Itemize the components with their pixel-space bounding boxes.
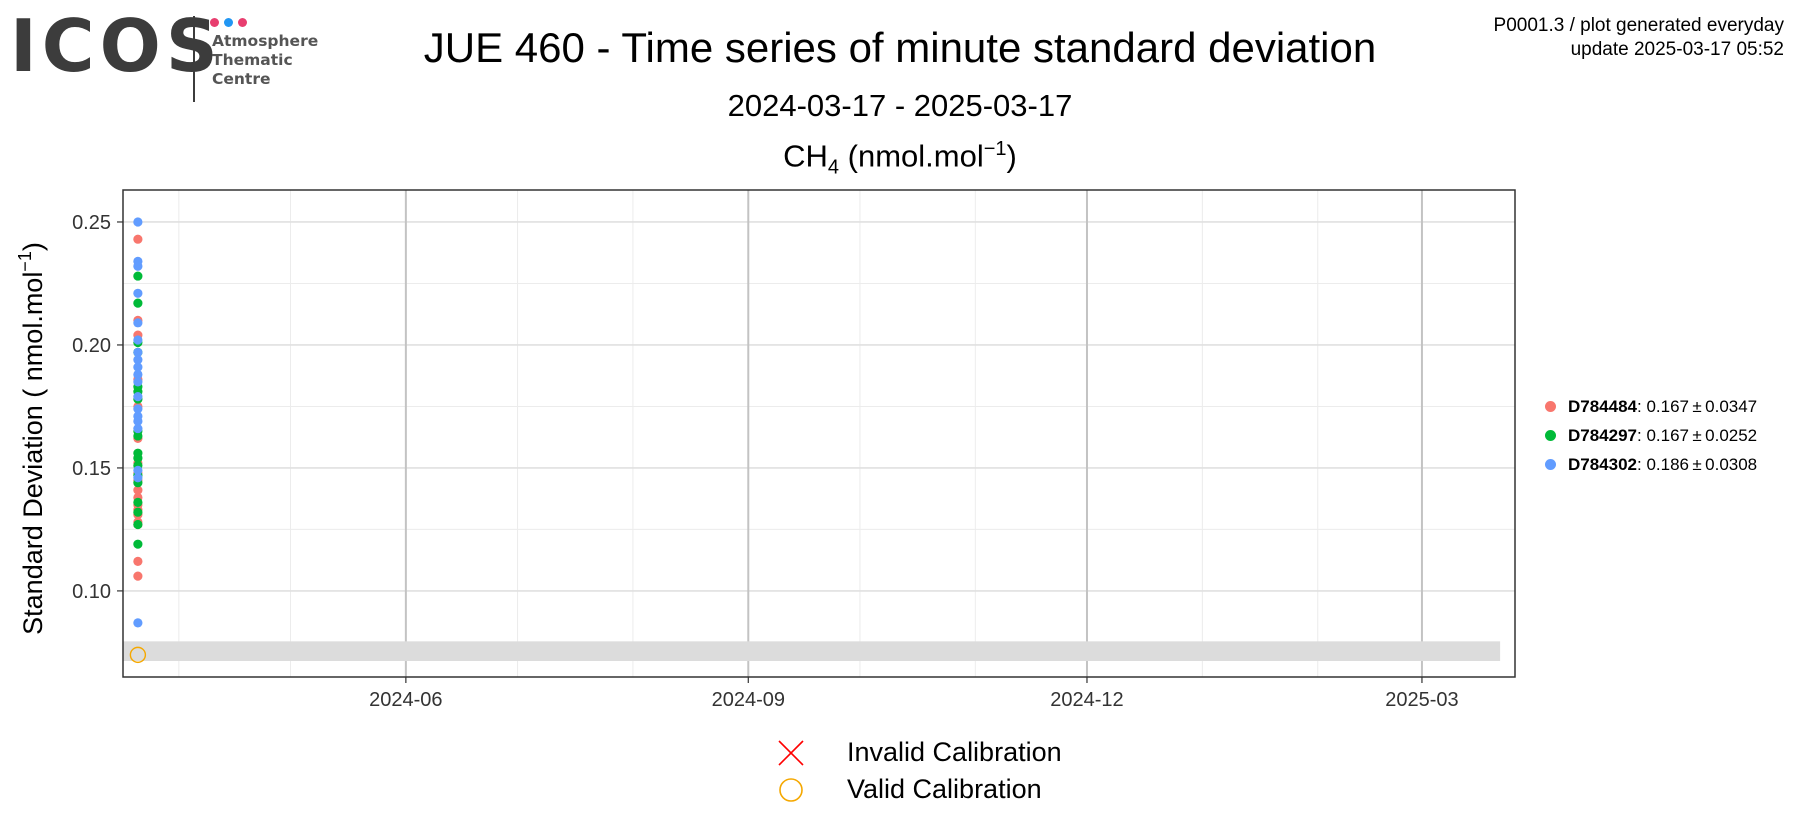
points-layer xyxy=(133,217,143,628)
data-point-D784302 xyxy=(133,618,143,628)
data-point-D784302 xyxy=(133,465,143,475)
y-tick-label: 0.10 xyxy=(72,581,111,603)
y-axis-label-sup: −1 xyxy=(15,251,35,272)
legend-swatch-2 xyxy=(1545,430,1556,441)
logo-subtitle: Atmosphere Thematic Centre xyxy=(212,32,318,89)
valid-calibration-circle-icon xyxy=(779,777,803,802)
legend-item-2: D784297: 0.167 ± 0.0252 xyxy=(1545,421,1757,450)
panel-unit-prefix: (nmol.mol xyxy=(839,138,984,174)
data-point-D784297 xyxy=(133,507,143,517)
data-point-D784297 xyxy=(133,453,143,463)
data-point-D784297 xyxy=(133,271,143,281)
logo-dot-1 xyxy=(210,18,219,27)
data-point-D784297 xyxy=(133,497,143,507)
legend-summary-2: : 0.167 ± 0.0252 xyxy=(1637,425,1758,445)
data-point-D784302 xyxy=(133,423,143,434)
icos-logo-wordmark: ICOS xyxy=(10,4,223,88)
valid-calibration-item: Valid Calibration xyxy=(775,771,1062,808)
panel-species: CH xyxy=(783,138,828,174)
chart-title: JUE 460 - Time series of minute standard… xyxy=(423,24,1377,71)
x-tick-label: 2024-06 xyxy=(369,689,442,711)
logo-subtitle-line-2: Thematic xyxy=(212,51,293,69)
legend-summary-3: : 0.186 ± 0.0308 xyxy=(1637,454,1758,474)
data-point-D784302 xyxy=(133,217,143,227)
data-point-D784302 xyxy=(133,369,143,380)
panel-unit-suffix: ) xyxy=(1006,138,1017,174)
logo-dot-2 xyxy=(224,18,233,27)
data-point-D784297 xyxy=(133,298,143,308)
panel-species-subscript: 4 xyxy=(827,156,840,179)
valid-calibration-marker xyxy=(129,646,147,664)
legend-swatch-1 xyxy=(1545,401,1556,412)
logo-dots xyxy=(210,14,252,32)
data-point-D784302 xyxy=(133,392,143,402)
chart-date-range: 2024-03-17 - 2025-03-17 xyxy=(727,88,1073,123)
y-tick-label: 0.20 xyxy=(72,335,111,357)
data-point-D784297 xyxy=(133,539,143,549)
data-point-D784302 xyxy=(133,355,143,365)
data-point-D784302 xyxy=(133,362,143,372)
y-axis-label-end: ) xyxy=(18,242,48,251)
axis-layer: 0.10 0.15 0.20 0.25 2024-06 2024-09 2024-12 202… xyxy=(72,212,1459,711)
data-point-D784302 xyxy=(133,377,143,387)
reference-band xyxy=(123,641,1501,662)
data-point-D784484 xyxy=(133,571,143,581)
legend-item-3: D784302: 0.186 ± 0.0308 xyxy=(1545,450,1757,479)
legend-swatch-3 xyxy=(1545,459,1556,470)
data-point-D784302 xyxy=(133,335,143,345)
y-tick-label: 0.15 xyxy=(72,458,111,480)
valid-calibration-label: Valid Calibration xyxy=(847,774,1042,804)
invalid-calibration-label: Invalid Calibration xyxy=(847,737,1062,767)
panel-title: CH4 (nmol.mol−1) xyxy=(0,138,1800,180)
panel-unit-superscript: −1 xyxy=(983,138,1007,160)
y-axis-label-main: Standard Deviation ( nmol.mol xyxy=(18,272,48,635)
data-point-D784302 xyxy=(133,261,143,271)
data-point-D784297 xyxy=(133,431,143,441)
data-point-D784484 xyxy=(133,234,143,244)
generation-meta: P0001.3 / plot generated everyday update… xyxy=(1494,14,1784,62)
grid-layer xyxy=(123,190,1515,677)
legend-name-3: D784302 xyxy=(1568,454,1638,474)
legend-name-1: D784484 xyxy=(1568,396,1638,416)
data-point-D784484 xyxy=(133,556,143,566)
logo-subtitle-line-1: Atmosphere xyxy=(212,32,319,50)
logo-subtitle-line-3: Centre xyxy=(212,70,271,88)
data-point-D784302 xyxy=(133,473,143,483)
data-point-D784484 xyxy=(133,485,143,495)
data-point-D784302 xyxy=(133,288,143,298)
y-tick-label: 0.25 xyxy=(72,212,111,234)
logo-divider xyxy=(193,16,195,102)
invalid-calibration-cross-icon xyxy=(778,739,804,766)
data-point-D784302 xyxy=(133,347,143,357)
data-point-D784302 xyxy=(133,416,143,426)
data-point-D784302 xyxy=(133,404,143,414)
invalid-calibration-item: Invalid Calibration xyxy=(775,734,1062,771)
legend-item-1: D784484: 0.167 ± 0.0347 xyxy=(1545,392,1757,421)
data-point-D784302 xyxy=(133,318,143,328)
calibration-legend: Invalid Calibration Valid Calibration xyxy=(775,734,1062,808)
y-axis-label: Standard Deviation ( nmol.mol−1) xyxy=(15,242,48,635)
data-point-D784297 xyxy=(133,519,143,530)
x-tick-label: 2024-09 xyxy=(712,689,785,711)
legend-summary-1: : 0.167 ± 0.0347 xyxy=(1637,396,1758,416)
logo-dot-3 xyxy=(238,18,247,27)
meta-line-2: update 2025-03-17 05:52 xyxy=(1570,39,1784,60)
legend-name-2: D784297 xyxy=(1568,425,1638,445)
x-tick-label: 2025-03 xyxy=(1385,689,1458,711)
valid-calibration-layer xyxy=(129,646,147,664)
series-legend: D784484: 0.167 ± 0.0347 D784297: 0.167 ±… xyxy=(1545,392,1757,479)
x-tick-label: 2024-12 xyxy=(1050,689,1123,711)
meta-line-1: P0001.3 / plot generated everyday xyxy=(1493,15,1784,36)
plot-frame xyxy=(122,189,1516,678)
